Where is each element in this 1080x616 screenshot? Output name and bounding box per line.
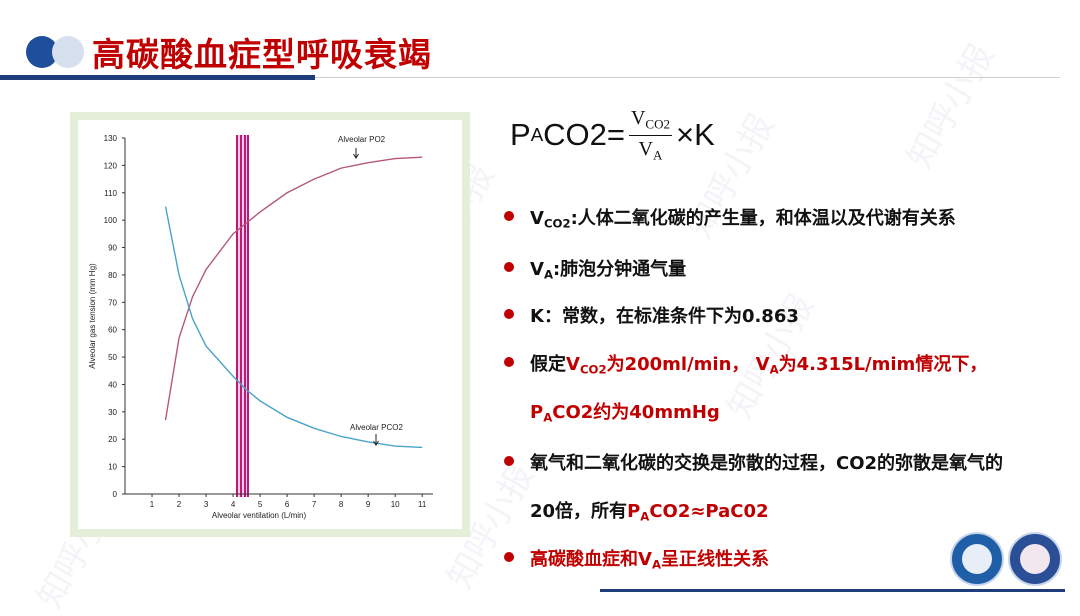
text-run: 高碳酸血症和V [530, 549, 652, 570]
y-axis-label: Alveolar gas tension (mm Hg) [88, 263, 97, 369]
title-rule [315, 77, 1060, 78]
text-run: 呈正线性关系 [660, 549, 769, 570]
x-tick-label: 7 [312, 500, 317, 509]
series-line [164, 156, 423, 421]
text-run: :人体二氧化碳的产生量，和体温以及代谢有关系 [570, 208, 956, 229]
chart: 0 10 20 30 40 50 60 70 80 90 100 110 120 130 1 2 3 4 5 6 7 8 9… [88, 134, 433, 520]
text-run: 为4.315L/mim情况下， [778, 354, 988, 375]
x-tick-label: 8 [339, 500, 344, 509]
series-label: Alveolar PO2 [338, 135, 386, 144]
text-run: :肺泡分钟通气量 [552, 259, 687, 280]
text-run: P [627, 501, 641, 522]
y-tick-label: 80 [108, 271, 117, 280]
chart-frame [70, 112, 470, 537]
text-run: V [630, 106, 646, 129]
bullet-dot [504, 262, 514, 272]
y-tick-label: 110 [104, 189, 117, 198]
subscript: A [651, 557, 661, 572]
text-run: V [638, 137, 653, 160]
text-run: 为200ml/min， V [606, 354, 770, 375]
bullet-line: VA:肺泡分钟通气量 [530, 255, 686, 282]
text-run: 20倍，所有 [530, 501, 628, 522]
y-tick-label: 100 [104, 216, 118, 225]
watermark: 知呼小报 [899, 37, 1003, 176]
text-run: V [566, 354, 580, 375]
bullet-line: VCO2:人体二氧化碳的产生量，和体温以及代谢有关系 [530, 204, 956, 231]
text-run: V [530, 259, 544, 280]
bullet-line: 高碳酸血症和VA呈正线性关系 [530, 545, 769, 572]
subscript: CO2 [579, 362, 607, 377]
chart-background [78, 120, 462, 529]
logo-inner [962, 544, 992, 574]
x-tick-label: 5 [258, 500, 263, 509]
x-tick-label: 2 [177, 500, 182, 509]
text-run: P [510, 117, 531, 152]
series-label: Alveolar PCO2 [350, 423, 403, 432]
subscript: A [543, 267, 553, 282]
bullet-dot [504, 211, 514, 221]
fraction: VCO2 VA [628, 106, 672, 164]
text-run: ×K [675, 117, 715, 152]
y-tick-label: 120 [104, 161, 118, 170]
y-tick-label: 30 [108, 408, 117, 417]
arrow-head [353, 153, 359, 159]
subscript: A [530, 124, 544, 145]
denominator: VA [639, 136, 663, 164]
x-tick-label: 6 [285, 500, 290, 509]
y-tick-label: 60 [108, 326, 117, 335]
text-run: V [530, 208, 544, 229]
y-tick-label: 20 [108, 435, 117, 444]
x-tick-label: 11 [418, 500, 427, 509]
bullet-line: 假定VCO2为200ml/min， VA为4.315L/mim情况下， [530, 350, 987, 377]
x-tick-label: 3 [204, 500, 209, 509]
formula: P A CO2= VCO2 VA ×K [510, 100, 715, 170]
numerator: VCO2 [628, 106, 672, 136]
bullet-dot [504, 456, 514, 466]
text-run: CO2约为40mmHg [552, 402, 720, 423]
y-tick-label: 40 [108, 380, 117, 389]
y-tick-label: 50 [108, 353, 117, 362]
arrow-head [373, 440, 379, 446]
y-tick-label: 70 [108, 298, 117, 307]
x-axis-label: Alveolar ventilation (L/min) [212, 511, 307, 520]
y-tick-label: 0 [113, 490, 118, 499]
bullet-line: 20倍，所有PACO2≈PaC02 [530, 497, 769, 524]
x-tick-label: 4 [231, 500, 236, 509]
slide-title: 高碳酸血症型呼吸衰竭 [92, 35, 432, 74]
subscript: A [640, 509, 650, 524]
subscript: A [543, 410, 553, 425]
y-tick-label: 10 [108, 463, 117, 472]
bullet-dot [504, 552, 514, 562]
highlight-band [236, 135, 249, 497]
series-line [164, 206, 423, 449]
logo [1008, 532, 1062, 586]
header-dot [52, 36, 84, 68]
logo [950, 532, 1004, 586]
title-underline [0, 75, 315, 80]
y-tick-label: 90 [108, 244, 117, 253]
y-tick-label: 130 [104, 134, 118, 143]
bullet-line: K：常数，在标准条件下为0.863 [530, 302, 799, 328]
bullet-line: PACO2约为40mmHg [530, 398, 720, 425]
text-run: 假定 [530, 354, 566, 375]
bullet-dot [504, 357, 514, 367]
subscript: CO2 [645, 116, 670, 132]
x-tick-label: 10 [391, 500, 400, 509]
text-run: CO2= [543, 117, 625, 152]
subscript: A [652, 147, 663, 163]
text-run: P [530, 402, 544, 423]
x-tick-label: 9 [366, 500, 371, 509]
footer-rule [600, 589, 1065, 592]
text-run: 氧气和二氧化碳的交换是弥散的过程，CO2的弥散是氧气的 [530, 453, 1004, 474]
x-tick-label: 1 [150, 500, 155, 509]
subscript: A [769, 362, 779, 377]
text-run: CO2≈PaC02 [649, 501, 769, 522]
text-run: K：常数，在标准条件下为0.863 [530, 306, 799, 327]
bullet-dot [504, 309, 514, 319]
bullet-line: 氧气和二氧化碳的交换是弥散的过程，CO2的弥散是氧气的 [530, 449, 1003, 475]
subscript: CO2 [543, 216, 571, 231]
logo-inner [1020, 544, 1050, 574]
